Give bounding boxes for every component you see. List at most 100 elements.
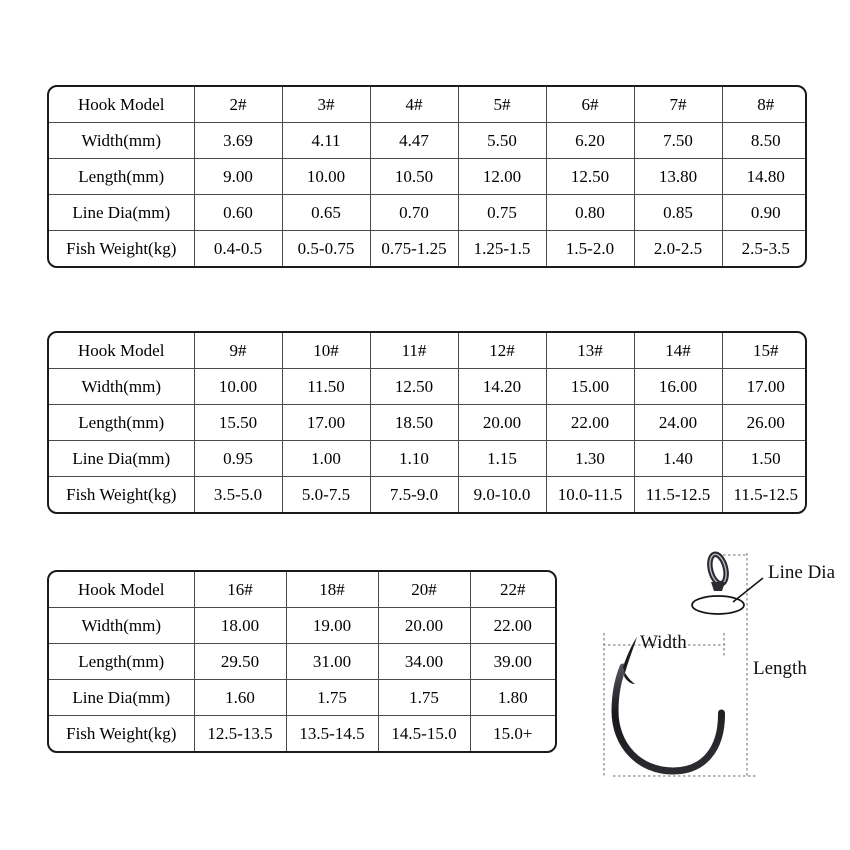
cell: 1.75 [286,679,379,717]
cell: 0.75 [458,194,547,232]
row-label-length: Length(mm) [49,404,195,442]
cell: 8# [722,87,805,123]
diagram-label-line-dia: Line Dia [768,562,836,583]
row-label-line-dia: Line Dia(mm) [49,194,195,232]
cell: 4.47 [370,122,459,159]
cell: 4.11 [282,122,371,159]
line-dia-leader-line [732,577,764,603]
cell: 11.5-12.5 [733,485,799,505]
cell: 17.00 [722,368,805,405]
cell: 1.10 [370,440,459,478]
cell: 16.00 [634,368,723,405]
cell: 18.50 [370,404,459,442]
cell: 12.50 [370,368,459,405]
line-dia-indicator-ellipse [691,595,745,615]
row-label-line-dia: Line Dia(mm) [49,440,195,478]
cell: 17.00 [282,404,371,442]
cell: 11.50 [282,368,371,405]
cell: 12.50 [546,158,635,196]
cell: 7.50 [634,122,723,159]
cell: 39.00 [470,643,555,681]
cell: 1.15 [458,440,547,478]
cell: 20.00 [458,404,547,442]
cell: 9.00 [194,158,283,196]
cell: 0.60 [194,194,283,232]
cell: 20# [378,572,471,608]
row-label-hook-model: Hook Model [49,572,195,608]
cell: 1.00 [282,440,371,478]
hook-illustration-svg [603,551,764,777]
hook-eye [707,551,729,587]
cell: 14.20 [458,368,547,405]
cell: 10.00 [194,368,283,405]
cell: 2# [194,87,283,123]
cell: 7# [634,87,723,123]
table-row: Line Dia(mm) 0.95 1.00 1.10 1.15 1.30 1.… [49,440,805,478]
table-row: Width(mm) 10.00 11.50 12.50 14.20 15.00 … [49,368,805,405]
cell: 1.25-1.5 [458,230,547,266]
table-row: Length(mm) 29.50 31.00 34.00 39.00 [49,643,555,681]
row-label-length: Length(mm) [49,643,195,681]
table-row: Line Dia(mm) 1.60 1.75 1.75 1.80 [49,679,555,717]
table-row: Line Dia(mm) 0.60 0.65 0.70 0.75 0.80 0.… [49,194,805,232]
table-row: Fish Weight(kg) 3.5-5.0 5.0-7.5 7.5-9.0 … [49,476,805,512]
cell: 9# [194,333,283,369]
row-label-hook-model: Hook Model [49,87,195,123]
cell: 15.50 [194,404,283,442]
spec-table-grid: Hook Model 16# 18# 20# 22# Width(mm) 18.… [49,572,555,751]
diagram-label-width: Width [640,632,687,653]
hook-spec-table-2: Hook Model 9# 10# 11# 12# 13# 14# 15# Wi… [47,331,807,514]
hook-spec-table-1: Hook Model 2# 3# 4# 5# 6# 7# 8# Width(mm… [47,85,807,268]
hook-bend [611,663,726,775]
cell: 1.5-2.0 [546,230,635,266]
cell: 7.5-9.0 [370,476,459,512]
cell: 2.5-3.5 [741,239,790,259]
diagram-label-length: Length [753,658,807,679]
table-row: Width(mm) 18.00 19.00 20.00 22.00 [49,607,555,644]
table-row: Fish Weight(kg) 12.5-13.5 13.5-14.5 14.5… [49,715,555,751]
cell: 24.00 [634,404,723,442]
cell: 22# [470,572,555,608]
cell: 18# [286,572,379,608]
cell: 3# [282,87,371,123]
cell: 22.00 [470,607,555,644]
cell: 16# [194,572,287,608]
cell: 5# [458,87,547,123]
spec-table-grid: Hook Model 2# 3# 4# 5# 6# 7# 8# Width(mm… [49,87,805,266]
cell: 18.00 [194,607,287,644]
cell: 0.95 [194,440,283,478]
cell: 22.00 [546,404,635,442]
cell: 15# [722,333,805,369]
hook-point [623,637,637,673]
cell: 34.00 [378,643,471,681]
hook-eye-joint [711,582,725,591]
cell: 13# [546,333,635,369]
cell: 20.00 [378,607,471,644]
row-label-hook-model: Hook Model [49,333,195,369]
cell: 19.00 [286,607,379,644]
cell: 6# [546,87,635,123]
cell: 6.20 [546,122,635,159]
cell: 3.69 [194,122,283,159]
table-row: Width(mm) 3.69 4.11 4.47 5.50 6.20 7.50 … [49,122,805,159]
table-row: Length(mm) 9.00 10.00 10.50 12.00 12.50 … [49,158,805,196]
cell: 14.5-15.0 [378,715,471,751]
row-label-fish-weight: Fish Weight(kg) [49,715,195,751]
cell: 0.4-0.5 [194,230,283,266]
cell: 11# [370,333,459,369]
cell: 1.80 [470,679,555,717]
cell: 8.50 [722,122,805,159]
cell: 14.80 [722,158,805,196]
row-label-length: Length(mm) [49,158,195,196]
cell: 11.5-12.5 [634,476,723,512]
row-label-fish-weight: Fish Weight(kg) [49,230,195,266]
hook-barb [624,672,635,684]
cell: 0.80 [546,194,635,232]
row-label-width: Width(mm) [49,122,195,159]
row-label-width: Width(mm) [49,607,195,644]
cell: 10.0-11.5 [546,476,635,512]
fishing-hook-measurement-diagram: Line Dia Width Length [595,545,850,795]
cell: 10.00 [282,158,371,196]
row-label-line-dia: Line Dia(mm) [49,679,195,717]
cell: 31.00 [286,643,379,681]
